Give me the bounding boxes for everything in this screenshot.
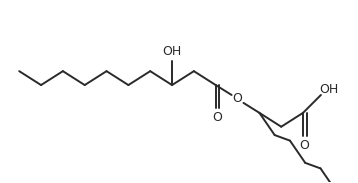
- Text: O: O: [233, 92, 242, 105]
- Text: OH: OH: [319, 83, 338, 96]
- Text: O: O: [300, 139, 309, 152]
- Text: O: O: [212, 111, 222, 124]
- Text: OH: OH: [163, 45, 182, 58]
